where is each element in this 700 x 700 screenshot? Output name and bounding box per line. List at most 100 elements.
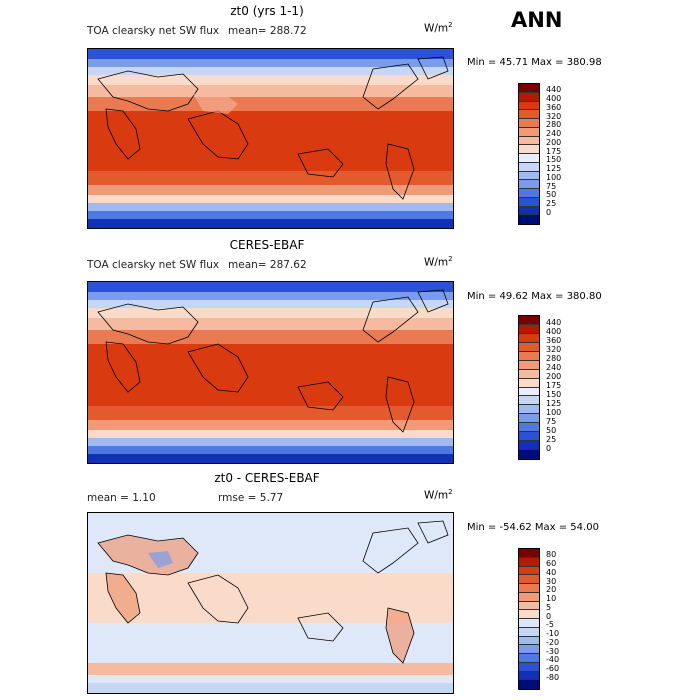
- panel-1-colorbar-tick-label: 25: [546, 199, 557, 209]
- panel-2-mean: mean= 287.62: [228, 259, 307, 271]
- panel-2-colorbar-tick-label: 400: [546, 327, 562, 337]
- panel-1-colorbar-tick-label: 125: [546, 164, 562, 174]
- panel-1-colorbar-segment: [519, 84, 539, 93]
- panel-1-colorbar-tick-label: 75: [546, 181, 557, 191]
- panel-3-min-max: Min = -54.62 Max = 54.00: [467, 522, 599, 533]
- panel-1-title: zt0 (yrs 1-1): [230, 4, 304, 18]
- panel-1-colorbar-segment: [519, 119, 539, 128]
- panel-2-colorbar-tick-label: 150: [546, 389, 562, 399]
- panel-3-colorbar-segment: [519, 601, 539, 611]
- panel-2-colorbar-segment: [519, 316, 539, 325]
- panel-3-colorbar-segment: [519, 610, 539, 619]
- panel-3-colorbar: [518, 548, 540, 690]
- panel-1-colorbar-segment: [519, 189, 539, 198]
- panel-2-colorbar-tick-label: 320: [546, 345, 562, 355]
- panel-1-colorbar-tick-label: 100: [546, 172, 562, 182]
- panel-3-mean: mean = 1.10: [87, 492, 156, 504]
- panel-3-colorbar-segment: [519, 549, 539, 558]
- panel-2-colorbar-tick-label: 100: [546, 407, 562, 417]
- panel-3-colorbar-segment: [519, 654, 539, 663]
- panel-3-colorbar-segment: [519, 566, 539, 576]
- panel-2-colorbar-tick-label: 240: [546, 363, 562, 373]
- panel-3-colorbar-tick-label: 30: [546, 576, 557, 586]
- panel-1-colorbar-tick-label: 400: [546, 94, 562, 104]
- panel-2-colorbar-tick-label: 75: [546, 416, 557, 426]
- panel-2-colorbar-segment: [519, 333, 539, 343]
- panel-3-colorbar-tick-label: 80: [546, 550, 557, 560]
- panel-3-colorbar-segment: [519, 619, 539, 628]
- panel-1-colorbar-segment: [519, 127, 539, 137]
- panel-3-colorbar-segment: [519, 636, 539, 646]
- panel-3-colorbar-labels: 80 60 40 30 20 10 5 0 -5 -10 -20 -30 -40 -60 -80: [546, 551, 559, 682]
- panel-2-units: W/m2: [424, 255, 453, 269]
- panel-3-colorbar-segment: [519, 645, 539, 654]
- panel-2-colorbar-segment: [519, 378, 539, 388]
- panel-2-colorbar-tick-label: 440: [546, 318, 562, 328]
- panel-3-colorbar-tick-label: -5: [546, 620, 554, 630]
- panel-3-colorbar-segment: [519, 680, 539, 689]
- panel-1-colorbar-segment: [519, 215, 539, 224]
- panel-1-colorbar-segment: [519, 162, 539, 172]
- panel-1-colorbar-segment: [519, 197, 539, 207]
- panel-2-colorbar-tick-label: 280: [546, 354, 562, 364]
- panel-3-colorbar-segment: [519, 557, 539, 567]
- panel-2-colorbar: [518, 315, 540, 460]
- panel-3-map: [87, 512, 454, 694]
- panel-2-map-svg: [88, 282, 453, 463]
- panel-2-colorbar-tick-label: 0: [546, 443, 552, 453]
- panel-3-rmse: rmse = 5.77: [218, 492, 284, 504]
- panel-1-colorbar-segment: [519, 180, 539, 189]
- panel-2-colorbar-segment: [519, 387, 539, 397]
- panel-3-map-svg: [88, 513, 453, 693]
- panel-1-colorbar-tick-label: 200: [546, 137, 562, 147]
- panel-2-colorbar-segment: [519, 369, 539, 379]
- panel-2-colorbar-tick-label: 25: [546, 434, 557, 444]
- panel-2-colorbar-segment: [519, 396, 539, 406]
- panel-1-min-max: Min = 45.71 Max = 380.98: [467, 57, 602, 68]
- panel-2-colorbar-tick-label: 360: [546, 336, 562, 346]
- panel-3-colorbar-segment: [519, 627, 539, 637]
- panel-1-variable-label: TOA clearsky net SW flux: [87, 25, 220, 37]
- panel-1-colorbar-segment: [519, 136, 539, 146]
- panel-1-mean: mean= 288.72: [228, 25, 307, 37]
- panel-3-units: W/m2: [424, 488, 453, 502]
- panel-1-colorbar-segment: [519, 92, 539, 102]
- panel-1-map-svg: [88, 49, 453, 228]
- panel-2-colorbar-segment: [519, 423, 539, 433]
- panel-1-colorbar-tick-label: 240: [546, 129, 562, 139]
- panel-1-colorbar-tick-label: 360: [546, 102, 562, 112]
- panel-3-colorbar-tick-label: 60: [546, 559, 557, 569]
- panel-1-colorbar-segment: [519, 206, 539, 216]
- panel-2-colorbar-labels: 440 400 360 320 280 240 200 175 150 125 100 75 50 25 0: [546, 319, 561, 453]
- panel-3-colorbar-tick-label: 20: [546, 585, 557, 595]
- panel-3-colorbar-segment: [519, 592, 539, 602]
- panel-3-colorbar-tick-label: 10: [546, 594, 557, 604]
- panel-3-title: zt0 - CERES-EBAF: [214, 471, 320, 485]
- panel-2-colorbar-tick-label: 175: [546, 381, 562, 391]
- panel-1-colorbar-tick-label: 50: [546, 190, 557, 200]
- panel-3-colorbar-tick-label: -80: [546, 672, 560, 682]
- panel-1-colorbar-segment: [519, 110, 539, 119]
- panel-3-colorbar-segment: [519, 662, 539, 672]
- panel-2-variable-label: TOA clearsky net SW flux: [87, 259, 220, 271]
- panel-1-colorbar-tick-label: 280: [546, 120, 562, 130]
- panel-2-colorbar-tick-label: 50: [546, 425, 557, 435]
- panel-1-colorbar-tick-label: 320: [546, 111, 562, 121]
- panel-3-colorbar-segment: [519, 584, 539, 593]
- panel-2-title: CERES-EBAF: [229, 238, 305, 252]
- panel-3-colorbar-tick-label: -60: [546, 664, 560, 674]
- panel-1-units: W/m2: [424, 21, 453, 35]
- panel-2-colorbar-segment: [519, 324, 539, 334]
- panel-2-colorbar-tick-label: 125: [546, 398, 562, 408]
- panel-2-colorbar-segment: [519, 342, 539, 352]
- panel-1-colorbar-segment: [519, 171, 539, 181]
- panel-3-colorbar-tick-label: -30: [546, 646, 560, 656]
- panel-2-colorbar-segment: [519, 351, 539, 361]
- panel-3-colorbar-tick-label: -40: [546, 655, 560, 665]
- panel-1-colorbar-tick-label: 150: [546, 155, 562, 165]
- panel-3-colorbar-tick-label: 0: [546, 611, 552, 621]
- panel-2-min-max: Min = 49.62 Max = 380.80: [467, 291, 602, 302]
- panel-2-colorbar-tick-label: 200: [546, 372, 562, 382]
- panel-1-colorbar-segment: [519, 101, 539, 111]
- panel-1-colorbar-segment: [519, 145, 539, 154]
